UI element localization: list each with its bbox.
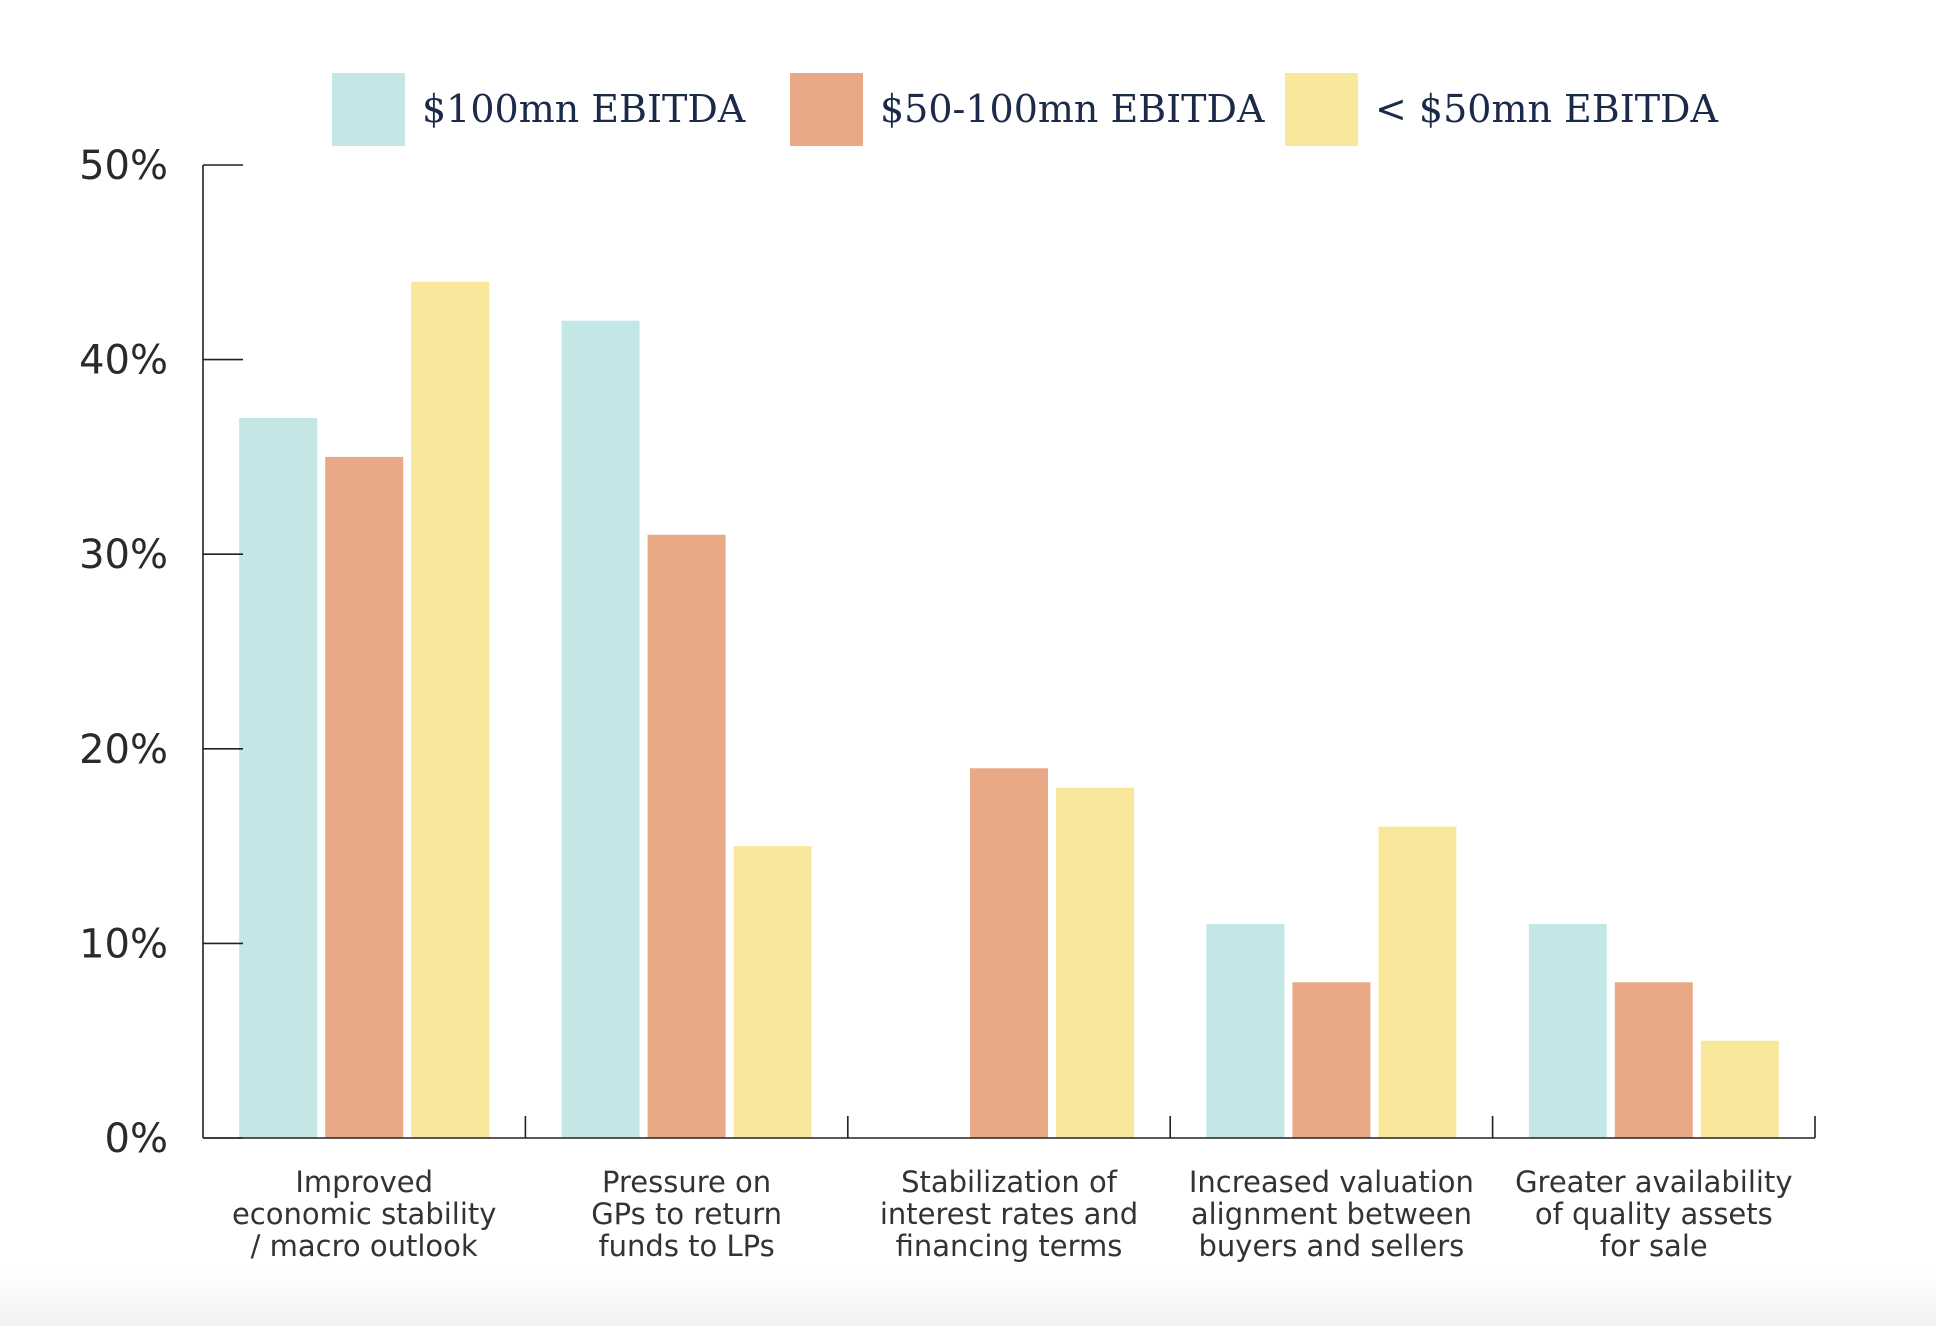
legend-swatch-3 [1285, 73, 1358, 146]
bar-3-3 [1056, 787, 1134, 1138]
bar-3-1 [411, 281, 490, 1138]
bar-1-4 [1206, 923, 1285, 1138]
y-tick-label-30: 30% [79, 532, 168, 578]
category-label-line: GPs to return [591, 1197, 782, 1231]
y-tick-label-10: 10% [79, 921, 168, 967]
category-label-line: economic stability [232, 1197, 496, 1231]
category-label-4: Increased valuation alignment between buye… [1189, 1165, 1474, 1263]
category-label-2: Pressure on GPs to return funds to LPs [591, 1165, 782, 1263]
bar-3-5 [1700, 1040, 1779, 1138]
bar-1-1 [239, 417, 318, 1139]
bar-2-4 [1292, 982, 1371, 1138]
category-label-line: Pressure on [602, 1165, 771, 1199]
legend-swatch-2 [790, 73, 863, 146]
legend-label-3: < $50mn EBITDA [1375, 87, 1719, 131]
legend-label-2: $50-100mn EBITDA [880, 87, 1265, 131]
y-tick-label-0: 0% [105, 1116, 168, 1162]
bar-2-5 [1614, 982, 1693, 1138]
category-label-line: funds to LPs [598, 1229, 774, 1263]
bar-1-5 [1528, 923, 1607, 1138]
legend-swatch-1 [332, 73, 405, 146]
category-label-line: / macro outlook [251, 1229, 478, 1263]
category-label-line: Increased valuation [1189, 1165, 1474, 1199]
category-label-5: Greater availability of quality assets for… [1515, 1165, 1792, 1263]
bar-2-2 [647, 534, 726, 1138]
bar-3-4 [1378, 826, 1457, 1138]
y-tick-label-50: 50% [79, 143, 168, 189]
category-label-1: Improved economic stability / macro outloo… [232, 1165, 496, 1263]
category-label-line: for sale [1600, 1229, 1708, 1263]
bar-1-2 [561, 320, 640, 1138]
bar-2-3 [970, 768, 1048, 1138]
category-label-line: interest rates and [880, 1197, 1138, 1231]
bar-2-1 [325, 456, 404, 1138]
bottom-fade [0, 1270, 1936, 1326]
category-label-line: of quality assets [1535, 1197, 1773, 1231]
category-label-line: alignment between [1191, 1197, 1472, 1231]
category-label-line: financing terms [896, 1229, 1123, 1263]
category-label-line: buyers and sellers [1199, 1229, 1465, 1263]
category-label-line: Greater availability [1515, 1165, 1792, 1199]
category-label-3: Stabilization of interest rates and financ… [880, 1165, 1138, 1263]
bar-3-2 [733, 846, 812, 1138]
y-tick-label-40: 40% [79, 338, 168, 384]
y-tick-label-20: 20% [79, 727, 168, 773]
category-label-line: Improved [295, 1165, 433, 1199]
legend-label-1: $100mn EBITDA [422, 87, 746, 131]
category-label-line: Stabilization of [901, 1165, 1118, 1199]
